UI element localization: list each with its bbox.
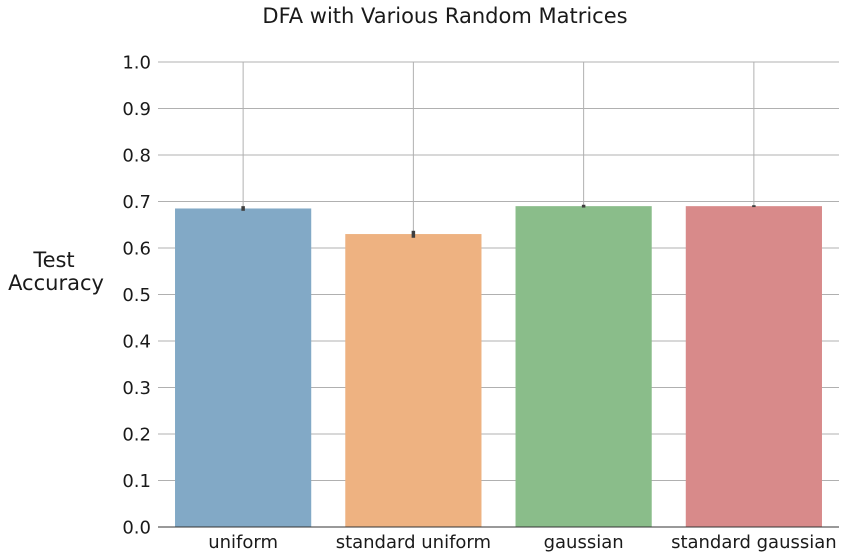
x-tick-labels: uniform standard uniform gaussian standard … (208, 532, 836, 553)
y-tick-label: 1.0 (122, 53, 151, 74)
bar-standard-gaussian (685, 206, 822, 527)
y-axis-label-line-2: Accuracy (8, 271, 104, 295)
y-axis-label-line-1: Test (32, 248, 74, 272)
error-bars (241, 204, 756, 238)
y-tick-label: 0.1 (122, 471, 151, 492)
chart-title: DFA with Various Random Matrices (262, 4, 627, 28)
y-tick-label: 0.8 (122, 146, 151, 167)
bars (175, 206, 822, 528)
y-tick-label: 0.6 (122, 239, 151, 260)
y-tick-label: 0.9 (122, 99, 151, 120)
bar-uniform (175, 208, 312, 527)
y-tick-label: 0.4 (122, 332, 151, 353)
y-tick-label: 0.7 (122, 192, 151, 213)
x-tick-label: uniform (208, 532, 278, 553)
y-tick-label: 0.2 (122, 425, 151, 446)
x-tick-label: standard uniform (336, 532, 491, 553)
y-tick-labels: 0.0 0.1 0.2 0.3 0.4 0.5 0.6 0.7 0.8 0.9 1.0 (122, 53, 151, 539)
y-tick-label: 0.3 (122, 378, 151, 399)
y-tick-label: 0.0 (122, 518, 151, 539)
y-tick-label: 0.5 (122, 285, 151, 306)
bar-standard-uniform (345, 234, 482, 528)
x-tick-label: gaussian (544, 532, 624, 553)
bar-gaussian (515, 206, 652, 527)
x-tick-label: standard gaussian (671, 532, 837, 553)
